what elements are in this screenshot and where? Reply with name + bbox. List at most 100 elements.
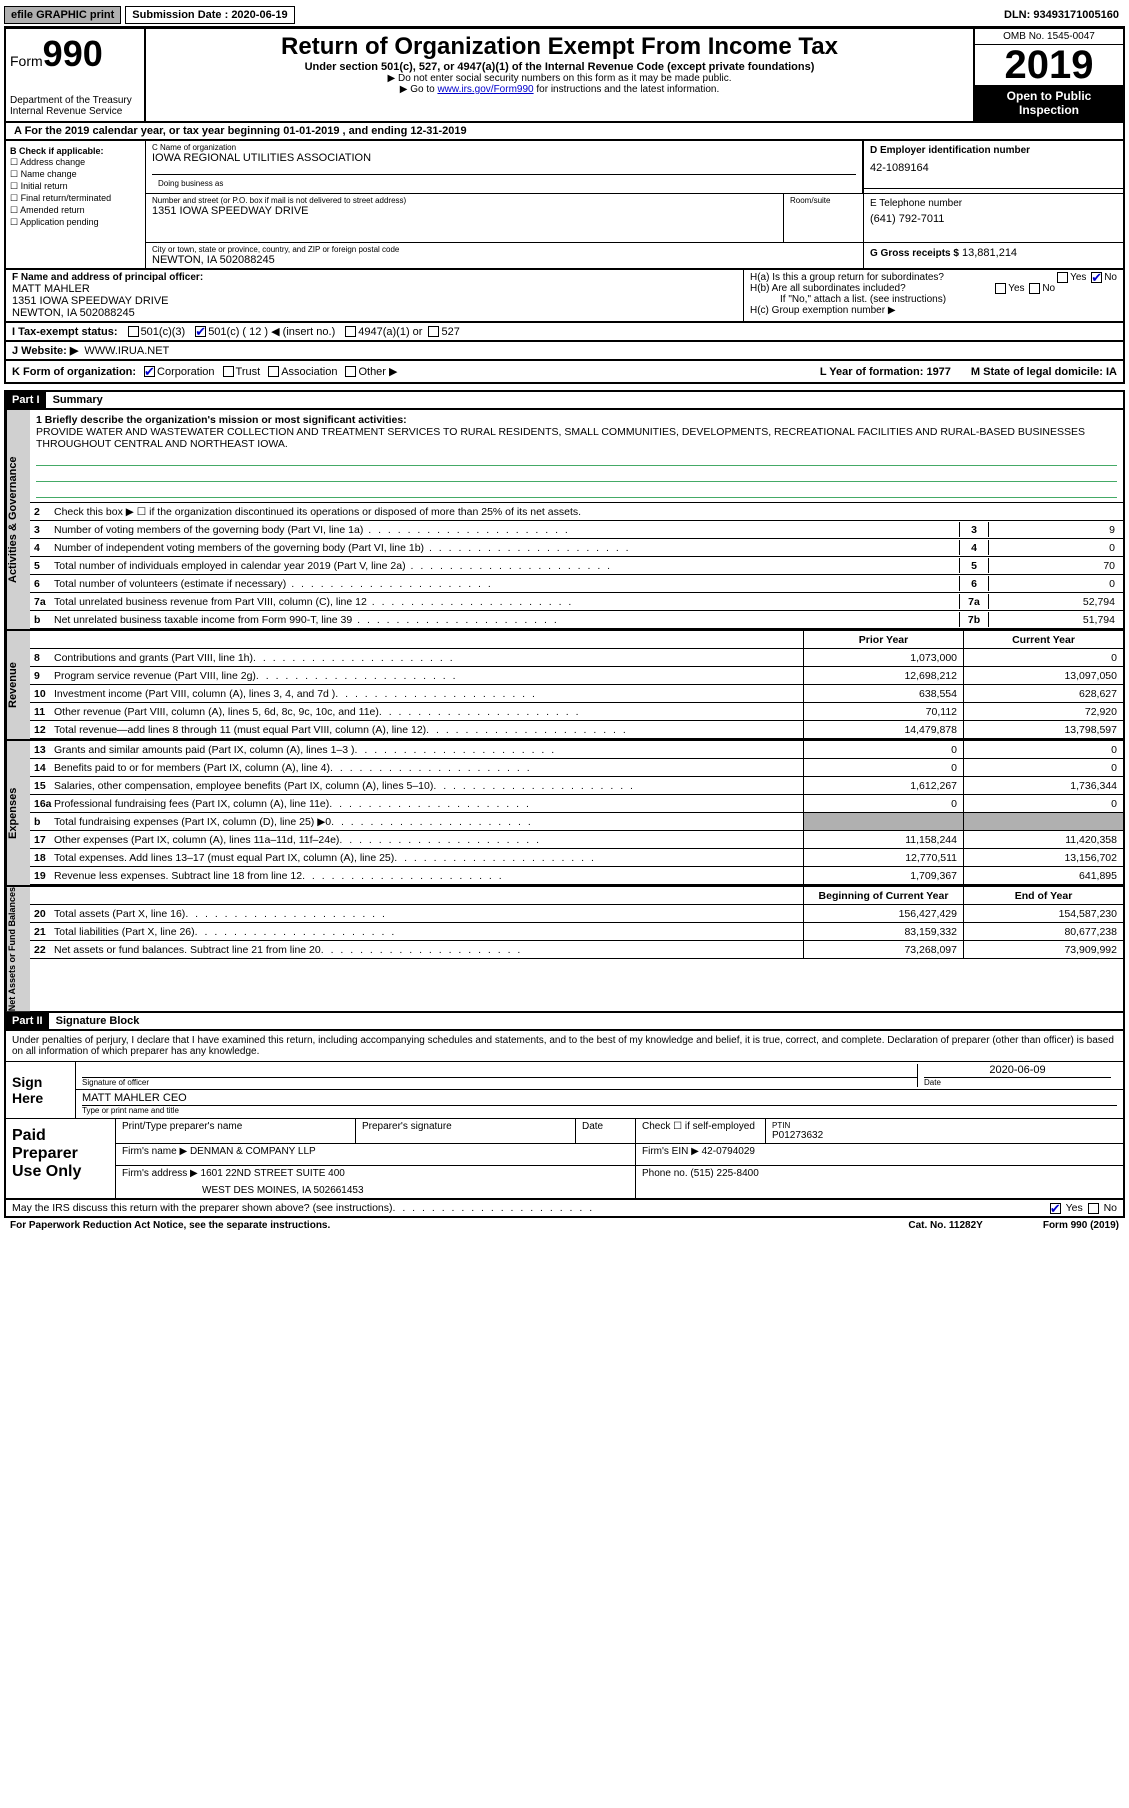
data-row: 9Program service revenue (Part VIII, lin… [30,667,1123,685]
type-name-label: Type or print name and title [82,1106,1117,1115]
row-i: I Tax-exempt status: 501(c)(3) 501(c) ( … [4,323,1125,342]
activity-row: 3Number of voting members of the governi… [30,521,1123,539]
data-row: 14Benefits paid to or for members (Part … [30,759,1123,777]
begin-year-header: Beginning of Current Year [803,887,963,904]
firm-addr2: WEST DES MOINES, IA 502661453 [122,1185,629,1196]
data-row: 12Total revenue—add lines 8 through 11 (… [30,721,1123,739]
part1-header: Part I [6,392,46,408]
hb-note: If "No," attach a list. (see instruction… [750,294,1117,305]
form-header: Form990 Department of the Treasury Inter… [4,27,1125,123]
firm-phone: (515) 225-8400 [690,1168,758,1179]
firm-addr1: 1601 22ND STREET SUITE 400 [201,1168,345,1179]
self-employed-check: Check ☐ if self-employed [636,1119,766,1143]
form-title: Return of Organization Exempt From Incom… [154,33,965,61]
ptin-value: P01273632 [772,1130,1117,1141]
activity-row: bNet unrelated business taxable income f… [30,611,1123,629]
dba-label: Doing business as [158,179,223,188]
line2-text: Check this box ▶ ☐ if the organization d… [54,506,1119,518]
side-netassets: Net Assets or Fund Balances [6,887,30,1011]
year-formation: L Year of formation: 1977 [820,366,951,378]
side-revenue: Revenue [6,631,30,739]
paid-preparer-label: Paid Preparer Use Only [6,1119,116,1198]
officer-addr1: 1351 IOWA SPEEDWAY DRIVE [12,295,737,307]
submission-date-button[interactable]: Submission Date : 2020-06-19 [125,6,294,24]
current-year-header: Current Year [963,631,1123,648]
block-bcdefg: B Check if applicable: ☐ Address change … [4,141,1125,270]
part2-title: Signature Block [56,1015,140,1027]
line1-label: 1 Briefly describe the organization's mi… [36,414,1117,426]
website-value: WWW.IRUA.NET [84,345,169,357]
prep-name-header: Print/Type preparer's name [116,1119,356,1143]
sig-date-value: 2020-06-09 [924,1064,1111,1078]
data-row: 11Other revenue (Part VIII, column (A), … [30,703,1123,721]
top-bar: efile GRAPHIC print Submission Date : 20… [4,4,1125,27]
officer-label: F Name and address of principal officer: [12,272,737,283]
name-label: C Name of organization [152,143,856,152]
ha-label: H(a) Is this a group return for subordin… [750,272,944,283]
ein-label: D Employer identification number [870,145,1117,156]
data-row: 13Grants and similar amounts paid (Part … [30,741,1123,759]
form-version: Form 990 (2019) [1043,1220,1119,1231]
data-row: 16aProfessional fundraising fees (Part I… [30,795,1123,813]
data-row: 15Salaries, other compensation, employee… [30,777,1123,795]
data-row: bTotal fundraising expenses (Part IX, co… [30,813,1123,831]
row-k: K Form of organization: Corporation Trus… [4,361,1125,384]
side-expenses: Expenses [6,741,30,885]
gross-receipts-label: G Gross receipts $ [870,248,959,259]
irs-link[interactable]: www.irs.gov/Form990 [437,84,533,95]
phone-label: E Telephone number [870,198,1117,209]
state-domicile: M State of legal domicile: IA [971,366,1117,378]
data-row: 17Other expenses (Part IX, column (A), l… [30,831,1123,849]
officer-addr2: NEWTON, IA 502088245 [12,307,737,319]
data-row: 8Contributions and grants (Part VIII, li… [30,649,1123,667]
address-value: 1351 IOWA SPEEDWAY DRIVE [152,205,777,217]
data-row: 19Revenue less expenses. Subtract line 1… [30,867,1123,885]
side-activities: Activities & Governance [6,410,30,629]
department-label: Department of the Treasury Internal Reve… [10,95,140,117]
pra-notice: For Paperwork Reduction Act Notice, see … [10,1220,330,1231]
room-label: Room/suite [790,196,857,205]
note-ssn: ▶ Do not enter social security numbers o… [154,73,965,84]
dln-label: DLN: 93493171005160 [998,7,1125,23]
discuss-row: May the IRS discuss this return with the… [4,1200,1125,1218]
declaration-text: Under penalties of perjury, I declare th… [6,1031,1123,1061]
tax-year: 2019 [975,45,1123,85]
efile-button[interactable]: efile GRAPHIC print [4,6,121,24]
prep-sig-header: Preparer's signature [356,1119,576,1143]
row-j: J Website: ▶ WWW.IRUA.NET [4,342,1125,361]
firm-name: DENMAN & COMPANY LLP [190,1146,316,1157]
data-row: 18Total expenses. Add lines 13–17 (must … [30,849,1123,867]
city-value: NEWTON, IA 502088245 [152,254,857,266]
prep-date-header: Date [576,1119,636,1143]
ein-value: 42-1089164 [870,162,1117,174]
form-subtitle: Under section 501(c), 527, or 4947(a)(1)… [154,61,965,73]
data-row: 10Investment income (Part VIII, column (… [30,685,1123,703]
gross-receipts-value: 13,881,214 [962,247,1017,259]
activity-row: 5Total number of individuals employed in… [30,557,1123,575]
sign-here-label: Sign Here [6,1062,76,1118]
data-row: 22Net assets or fund balances. Subtract … [30,941,1123,959]
sig-officer-label: Signature of officer [82,1078,917,1087]
officer-name-title: MATT MAHLER CEO [82,1092,1117,1106]
phone-value: (641) 792-7011 [870,213,1117,225]
end-year-header: End of Year [963,887,1123,904]
form-number: Form990 [10,33,140,75]
firm-ein: 42-0794029 [702,1146,755,1157]
hb-label: H(b) Are all subordinates included? [750,283,906,294]
activity-row: 6Total number of volunteers (estimate if… [30,575,1123,593]
officer-name: MATT MAHLER [12,283,737,295]
open-public-label: Open to Public Inspection [975,85,1123,121]
prior-year-header: Prior Year [803,631,963,648]
hc-label: H(c) Group exemption number ▶ [750,305,1117,316]
sig-date-label: Date [924,1078,1111,1087]
cat-number: Cat. No. 11282Y [908,1220,982,1231]
officer-row: F Name and address of principal officer:… [4,270,1125,323]
section-a: A For the 2019 calendar year, or tax yea… [4,123,1125,141]
city-label: City or town, state or province, country… [152,245,857,254]
mission-text: PROVIDE WATER AND WASTEWATER COLLECTION … [36,426,1117,450]
org-name: IOWA REGIONAL UTILITIES ASSOCIATION [152,152,856,164]
activity-row: 4Number of independent voting members of… [30,539,1123,557]
data-row: 20Total assets (Part X, line 16)156,427,… [30,905,1123,923]
address-label: Number and street (or P.O. box if mail i… [152,196,777,205]
part2-header: Part II [6,1013,49,1029]
